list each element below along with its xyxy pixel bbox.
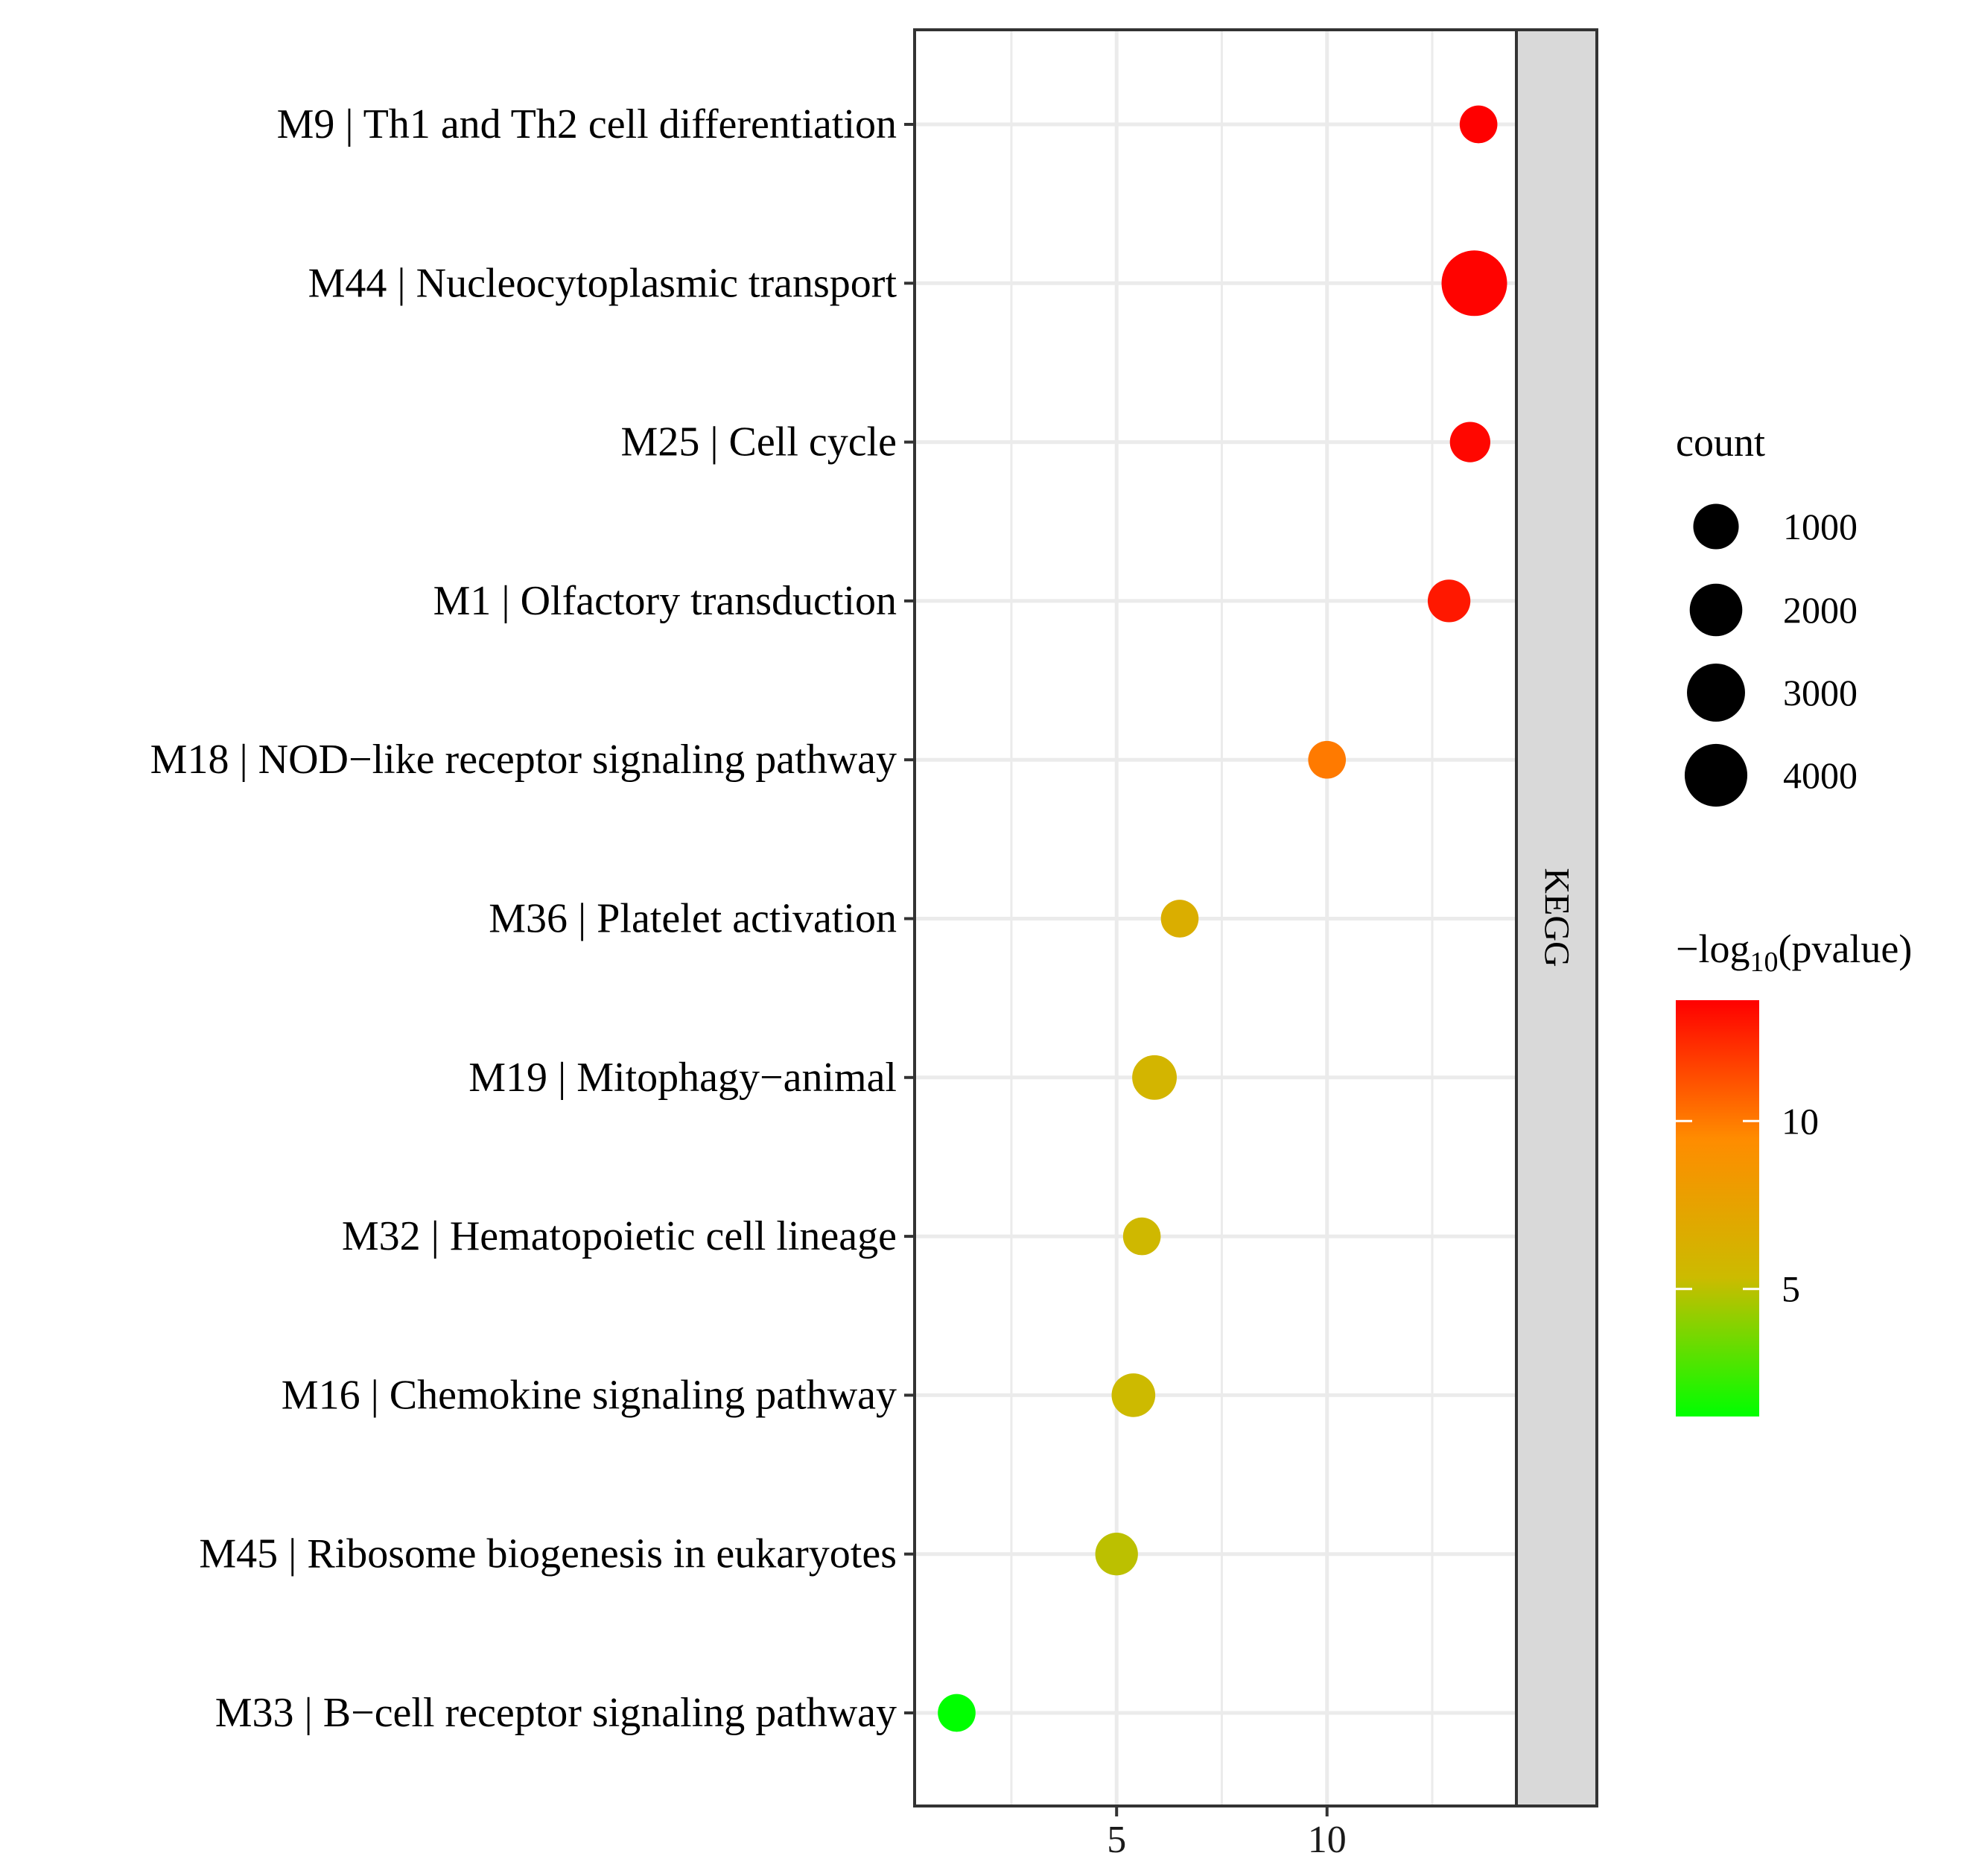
size-legend-label: 4000 <box>1783 754 1858 796</box>
data-point <box>1449 422 1491 462</box>
data-point <box>1095 1533 1138 1576</box>
data-point <box>1427 579 1471 623</box>
size-legend-key <box>1689 583 1743 637</box>
data-point <box>1459 105 1498 144</box>
grid-lines <box>915 30 1516 1806</box>
data-point <box>1132 1055 1178 1100</box>
data-points <box>938 105 1507 1732</box>
y-tick-label: M36 | Platelet activation <box>489 896 897 942</box>
data-point <box>1441 250 1507 317</box>
size-legend-label: 1000 <box>1783 506 1858 547</box>
facet-strip-label: KEGG <box>1537 868 1577 967</box>
size-legend-key <box>1687 664 1745 722</box>
color-legend-label: 10 <box>1782 1100 1819 1142</box>
color-legend-bar <box>1676 1000 1759 1416</box>
y-tick-label: M32 | Hematopoietic cell lineage <box>342 1213 897 1259</box>
y-tick-label: M45 | Ribosome biogenesis in eukaryotes <box>199 1531 897 1577</box>
x-axis: 5 10 <box>1107 1806 1347 1861</box>
y-tick-label: M18 | NOD−like receptor signaling pathwa… <box>150 737 897 783</box>
legends: count 1000 2000 3000 4000 −log10(pvalue) 5 10 <box>1676 420 1912 1416</box>
data-point <box>1308 740 1347 779</box>
size-legend-key <box>1684 743 1748 807</box>
data-point <box>1122 1217 1161 1256</box>
data-point <box>1160 900 1199 938</box>
x-tick-label: 5 <box>1107 1819 1126 1861</box>
y-tick-label: M19 | Mitophagy−animal <box>468 1055 897 1101</box>
color-legend-title: −log10(pvalue) <box>1676 926 1912 978</box>
color-legend-label: 5 <box>1782 1268 1800 1310</box>
data-point <box>1111 1373 1156 1417</box>
y-tick-label: M25 | Cell cycle <box>621 419 897 465</box>
size-legend-label: 3000 <box>1783 672 1858 713</box>
facet-strip <box>1515 28 1598 1807</box>
x-tick-label: 10 <box>1308 1819 1347 1861</box>
size-legend-title: count <box>1676 420 1765 465</box>
y-tick-label: M1 | Olfactory transduction <box>433 578 897 624</box>
size-legend-key <box>1693 503 1739 550</box>
data-point <box>938 1694 976 1732</box>
y-axis: M9 | Th1 and Th2 cell differentiation M44… <box>150 101 915 1736</box>
y-tick-label: M44 | Nucleocytoplasmic transport <box>308 260 897 306</box>
y-tick-label: M33 | B−cell receptor signaling pathway <box>215 1690 897 1736</box>
y-tick-label: M9 | Th1 and Th2 cell differentiation <box>277 101 897 147</box>
y-tick-label: M16 | Chemokine signaling pathway <box>282 1372 897 1418</box>
size-legend-label: 2000 <box>1783 589 1858 631</box>
